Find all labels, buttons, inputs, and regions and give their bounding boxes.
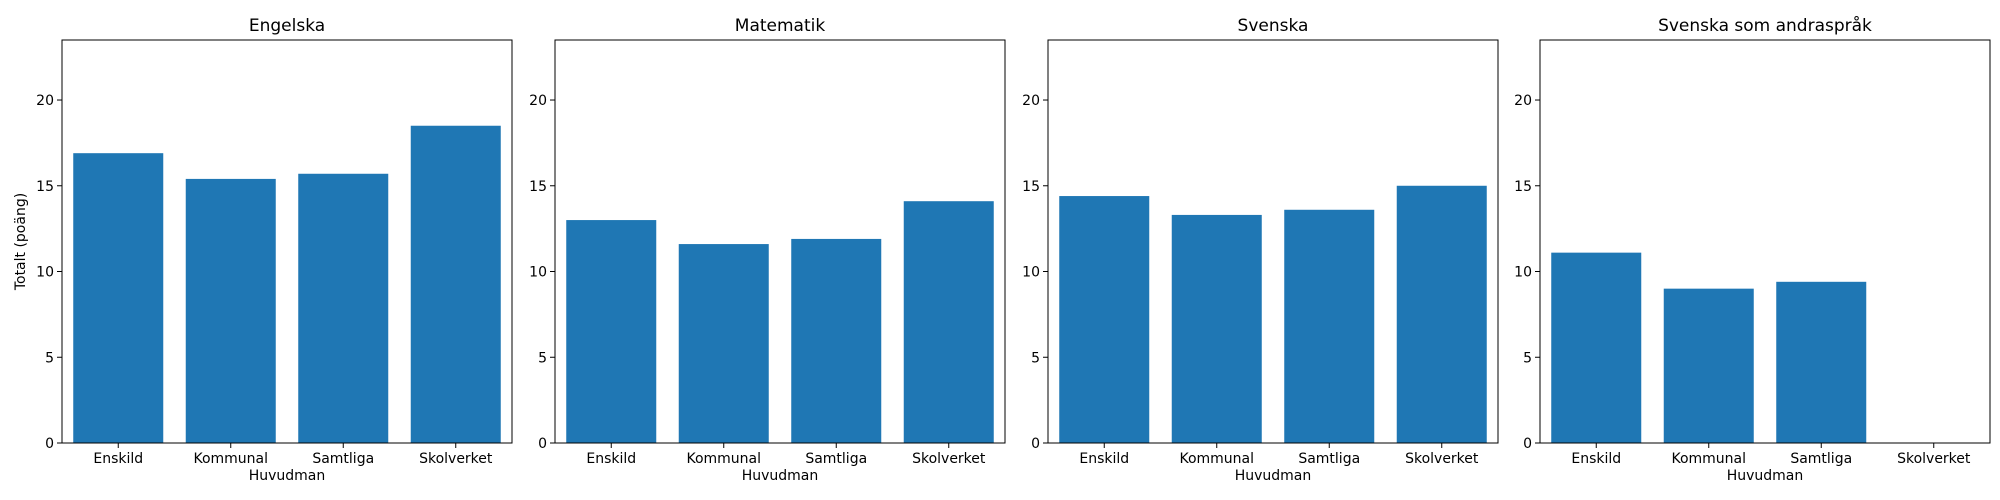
- y-tick-label: 20: [529, 93, 547, 109]
- bar-samtliga: [298, 173, 389, 443]
- axes-frame: [1539, 39, 1991, 444]
- bar-enskild: [566, 220, 657, 443]
- bar-samtliga: [791, 238, 882, 443]
- y-tick-label: 5: [1523, 350, 1532, 366]
- subplot-3: 0 5 10 15 20 Enskild Kommunal Samtliga Skolverke…: [1022, 16, 1499, 484]
- x-tick-label: Skolverket: [419, 451, 493, 467]
- bar-kommunal: [185, 178, 276, 444]
- bar-kommunal: [1171, 214, 1262, 443]
- y-tick-label: 0: [1031, 436, 1040, 452]
- chart-title: Matematik: [735, 16, 826, 36]
- bar-enskild: [73, 153, 164, 443]
- x-tick-label: Kommunal: [686, 451, 761, 467]
- y-tick-label: 0: [538, 436, 547, 452]
- y-tick-label: 20: [1022, 93, 1040, 109]
- bar-kommunal: [1663, 288, 1754, 443]
- axes-frame: [1047, 39, 1499, 444]
- x-tick-label: Enskild: [93, 451, 143, 467]
- x-tick-label: Kommunal: [193, 451, 268, 467]
- y-tick-label: 15: [529, 179, 547, 195]
- bar-skolverket: [410, 125, 501, 443]
- bar-skolverket: [1396, 185, 1487, 443]
- y-tick-label: 15: [1514, 179, 1532, 195]
- x-axis-label: Huvudman: [1235, 468, 1312, 484]
- chart-title: Engelska: [249, 16, 325, 36]
- x-tick-label: Samtliga: [1298, 451, 1360, 467]
- bar-kommunal: [678, 244, 769, 443]
- chart-title: Svenska som andraspråk: [1658, 15, 1872, 36]
- y-axis-label: Totalt (poäng): [13, 193, 29, 291]
- x-tick-label: Samtliga: [312, 451, 374, 467]
- chart-title: Svenska: [1238, 16, 1309, 36]
- y-tick-label: 5: [45, 350, 54, 366]
- x-tick-label: Skolverket: [1405, 451, 1479, 467]
- subplot-2: 0 5 10 15 20 Enskild Kommunal Samtliga Skolverke…: [529, 16, 1006, 484]
- x-tick-label: Skolverket: [912, 451, 986, 467]
- y-tick-label: 15: [36, 179, 54, 195]
- x-tick-label: Kommunal: [1179, 451, 1254, 467]
- y-tick-label: 5: [1031, 350, 1040, 366]
- y-tick-label: 5: [538, 350, 547, 366]
- y-tick-label: 10: [1514, 265, 1532, 281]
- axes-frame: [61, 39, 513, 444]
- y-tick-label: 0: [45, 436, 54, 452]
- bar-samtliga: [1284, 209, 1375, 443]
- subplot-4: 0 5 10 15 20 Enskild Kommunal Samtliga Skolverke…: [1514, 15, 1991, 484]
- y-tick-label: 10: [1022, 265, 1040, 281]
- x-tick-label: Samtliga: [1790, 451, 1852, 467]
- x-axis-label: Huvudman: [249, 468, 326, 484]
- bar-enskild: [1551, 252, 1642, 443]
- y-tick-label: 0: [1523, 436, 1532, 452]
- y-tick-label: 20: [1514, 93, 1532, 109]
- x-tick-label: Samtliga: [805, 451, 867, 467]
- x-tick-label: Enskild: [1571, 451, 1621, 467]
- y-tick-label: 10: [529, 265, 547, 281]
- x-tick-label: Enskild: [1079, 451, 1129, 467]
- x-axis-label: Huvudman: [742, 468, 819, 484]
- y-tick-label: 20: [36, 93, 54, 109]
- subplot-1: 0 5 10 15 20 Enskild Kommunal Samtliga Skolverke…: [13, 16, 513, 484]
- x-tick-label: Skolverket: [1897, 451, 1971, 467]
- y-tick-label: 10: [36, 265, 54, 281]
- x-axis-label: Huvudman: [1727, 468, 1804, 484]
- bar-enskild: [1059, 196, 1150, 443]
- bar-skolverket: [903, 201, 994, 443]
- x-tick-label: Kommunal: [1671, 451, 1746, 467]
- y-tick-label: 15: [1022, 179, 1040, 195]
- bar-samtliga: [1776, 281, 1867, 443]
- x-tick-label: Enskild: [586, 451, 636, 467]
- axes-frame: [554, 39, 1006, 444]
